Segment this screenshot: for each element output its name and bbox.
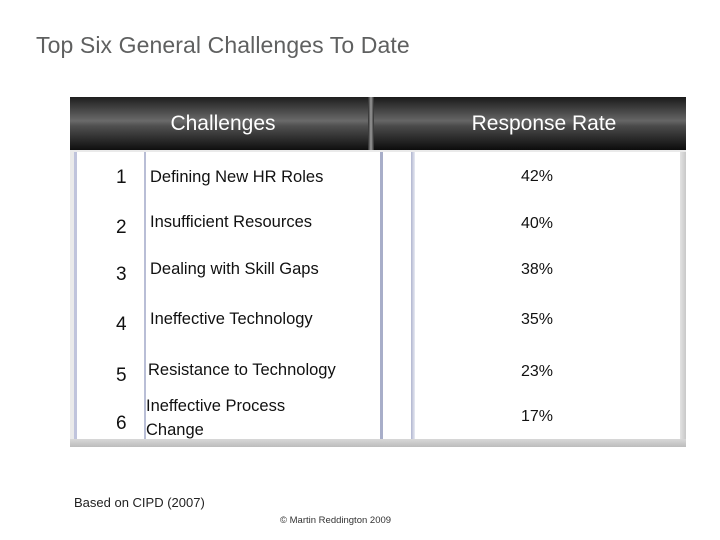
column-divider bbox=[74, 152, 77, 439]
row-label: Resistance to Technology bbox=[148, 361, 336, 379]
row-rank: 6 bbox=[116, 413, 127, 434]
source-footnote: Based on CIPD (2007) bbox=[74, 495, 205, 510]
row-label-line2: Change bbox=[146, 421, 204, 439]
header-response-cell: Response Rate bbox=[372, 97, 686, 150]
row-rank: 4 bbox=[116, 314, 127, 335]
row-rate: 23% bbox=[521, 363, 554, 380]
header-response-rate: Response Rate bbox=[471, 111, 617, 135]
row-label-line1: Ineffective Process bbox=[146, 397, 286, 415]
row-rate: 42% bbox=[521, 168, 554, 185]
row-rank: 5 bbox=[116, 365, 127, 386]
row-label: Ineffective Technology bbox=[150, 310, 313, 328]
column-divider bbox=[380, 152, 383, 439]
row-rate: 35% bbox=[521, 311, 554, 328]
row-label: Insufficient Resources bbox=[150, 213, 313, 231]
copyright-notice: © Martin Reddington 2009 bbox=[280, 515, 392, 526]
row-rate: 40% bbox=[521, 215, 554, 232]
row-label: Dealing with Skill Gaps bbox=[150, 260, 319, 278]
table-body: 1 Defining New HR Roles 42% 2 Insufficie… bbox=[74, 152, 680, 439]
page-title: Top Six General Challenges To Date bbox=[36, 32, 410, 58]
challenges-table: Challenges Response Rate 1 Defining New … bbox=[70, 97, 686, 447]
row-rank: 3 bbox=[116, 264, 127, 285]
table-shadow-bottom bbox=[70, 439, 686, 447]
row-rank: 2 bbox=[116, 217, 127, 238]
table-shadow-right bbox=[680, 152, 686, 447]
row-rank: 1 bbox=[116, 167, 127, 188]
row-label: Defining New HR Roles bbox=[150, 168, 324, 186]
column-divider bbox=[144, 152, 146, 439]
row-rate: 38% bbox=[521, 261, 554, 278]
header-challenges-cell: Challenges bbox=[70, 97, 372, 150]
column-divider bbox=[411, 152, 415, 439]
row-rate: 17% bbox=[521, 408, 554, 425]
header-divider bbox=[368, 97, 374, 150]
header-challenges: Challenges bbox=[170, 111, 276, 135]
